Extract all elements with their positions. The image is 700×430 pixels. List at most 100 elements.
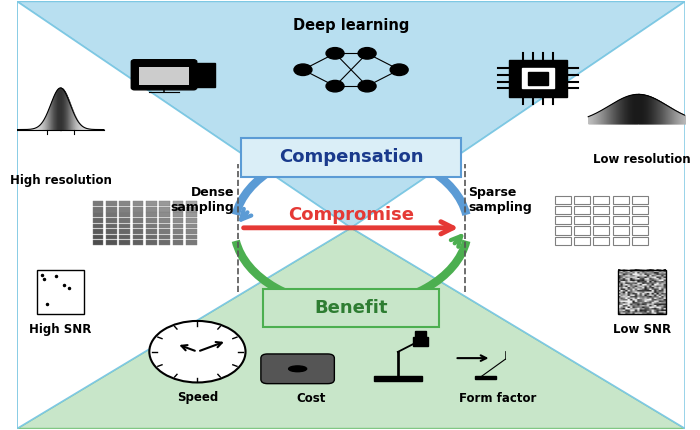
- Bar: [146, 207, 157, 212]
- Circle shape: [326, 48, 344, 59]
- Polygon shape: [17, 1, 351, 429]
- Bar: [173, 212, 183, 217]
- Bar: [132, 240, 144, 245]
- Bar: [594, 206, 609, 214]
- Bar: [119, 207, 130, 212]
- Bar: [92, 218, 103, 223]
- Bar: [186, 240, 197, 245]
- Bar: [413, 337, 428, 347]
- Bar: [612, 196, 629, 204]
- Bar: [173, 218, 183, 223]
- Bar: [594, 227, 609, 235]
- FancyBboxPatch shape: [195, 63, 216, 86]
- Bar: [160, 218, 170, 223]
- Circle shape: [358, 80, 376, 92]
- Bar: [146, 229, 157, 234]
- FancyBboxPatch shape: [139, 67, 189, 85]
- Text: Speed: Speed: [177, 391, 218, 404]
- Bar: [632, 196, 648, 204]
- FancyBboxPatch shape: [261, 354, 335, 384]
- Bar: [612, 227, 629, 235]
- Bar: [632, 227, 648, 235]
- Bar: [119, 212, 130, 217]
- Bar: [186, 218, 197, 223]
- Bar: [555, 237, 570, 245]
- Polygon shape: [351, 1, 685, 429]
- Bar: [160, 229, 170, 234]
- Bar: [555, 206, 570, 214]
- Text: High SNR: High SNR: [29, 322, 92, 336]
- Bar: [106, 235, 117, 240]
- Bar: [632, 206, 648, 214]
- Circle shape: [149, 321, 246, 382]
- Bar: [173, 235, 183, 240]
- Bar: [119, 240, 130, 245]
- Bar: [160, 201, 170, 206]
- Bar: [146, 240, 157, 245]
- Bar: [132, 218, 144, 223]
- Bar: [475, 376, 496, 379]
- Bar: [173, 224, 183, 228]
- Bar: [106, 218, 117, 223]
- Text: Compensation: Compensation: [279, 148, 424, 166]
- Bar: [574, 216, 590, 224]
- Circle shape: [390, 64, 408, 76]
- Bar: [119, 218, 130, 223]
- Bar: [106, 201, 117, 206]
- Bar: [528, 72, 548, 85]
- Bar: [146, 218, 157, 223]
- Bar: [632, 216, 648, 224]
- Bar: [173, 240, 183, 245]
- Text: Dense
sampling: Dense sampling: [170, 186, 234, 214]
- Bar: [173, 229, 183, 234]
- Text: Low resolution: Low resolution: [593, 153, 690, 166]
- Text: Form factor: Form factor: [459, 392, 537, 405]
- Bar: [36, 270, 85, 314]
- Bar: [92, 201, 103, 206]
- Bar: [612, 216, 629, 224]
- Bar: [119, 201, 130, 206]
- Bar: [92, 240, 103, 245]
- Circle shape: [358, 48, 376, 59]
- Bar: [92, 212, 103, 217]
- Bar: [374, 376, 421, 381]
- Text: Deep learning: Deep learning: [293, 18, 409, 34]
- Bar: [132, 224, 144, 228]
- Bar: [106, 212, 117, 217]
- Bar: [160, 224, 170, 228]
- Bar: [119, 235, 130, 240]
- Bar: [173, 207, 183, 212]
- Bar: [160, 235, 170, 240]
- FancyBboxPatch shape: [263, 289, 439, 327]
- Bar: [92, 229, 103, 234]
- Bar: [146, 224, 157, 228]
- Bar: [415, 331, 426, 339]
- Bar: [160, 207, 170, 212]
- FancyBboxPatch shape: [241, 138, 461, 178]
- Bar: [92, 235, 103, 240]
- Bar: [594, 216, 609, 224]
- Bar: [522, 68, 554, 89]
- Bar: [186, 235, 197, 240]
- Text: Low SNR: Low SNR: [612, 322, 671, 336]
- Bar: [173, 201, 183, 206]
- Bar: [146, 235, 157, 240]
- Polygon shape: [17, 228, 685, 429]
- Bar: [132, 212, 144, 217]
- Bar: [160, 212, 170, 217]
- Bar: [574, 196, 590, 204]
- Bar: [146, 201, 157, 206]
- Bar: [594, 237, 609, 245]
- Bar: [92, 224, 103, 228]
- Ellipse shape: [288, 366, 307, 372]
- Circle shape: [326, 80, 344, 92]
- Bar: [92, 207, 103, 212]
- Bar: [186, 229, 197, 234]
- Bar: [132, 235, 144, 240]
- Bar: [119, 229, 130, 234]
- Circle shape: [294, 64, 312, 76]
- Bar: [132, 207, 144, 212]
- Bar: [594, 196, 609, 204]
- Bar: [132, 201, 144, 206]
- Bar: [146, 212, 157, 217]
